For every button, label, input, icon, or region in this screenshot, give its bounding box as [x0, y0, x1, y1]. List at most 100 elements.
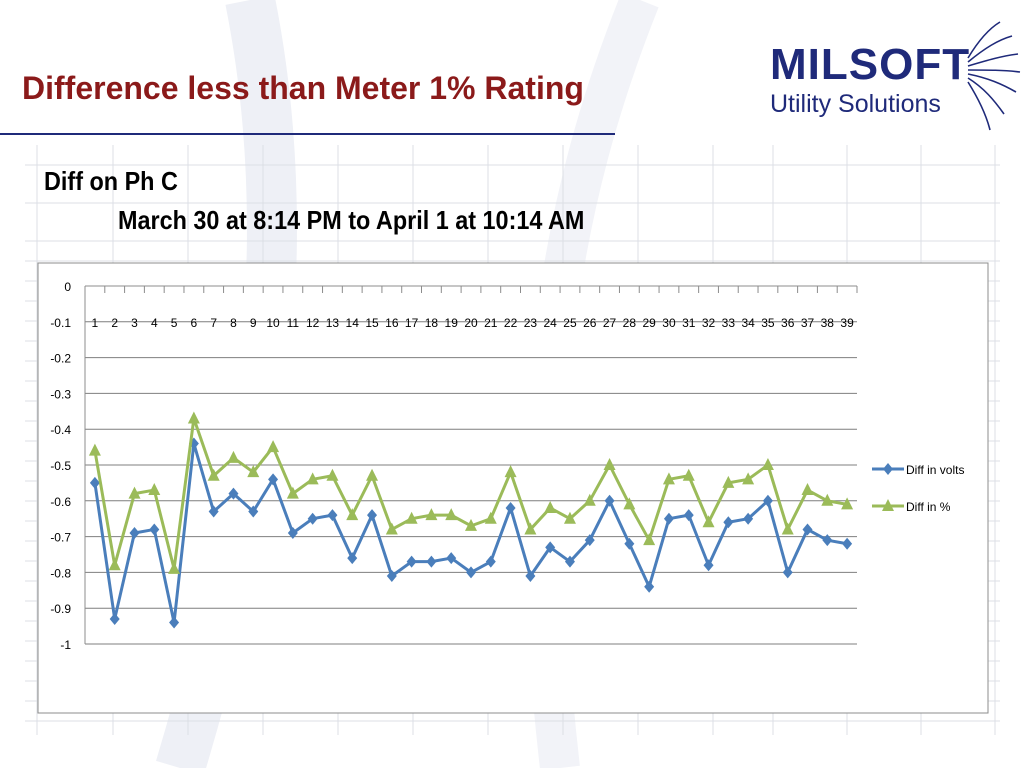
x-tick-label: 26: [583, 316, 597, 330]
x-tick-label: 32: [702, 316, 716, 330]
chart-title: Diff on Ph C: [44, 166, 178, 196]
y-tick-label: -1: [60, 638, 71, 652]
x-tick-label: 10: [266, 316, 280, 330]
data-point-volts: [723, 516, 734, 529]
x-tick-label: 31: [682, 316, 696, 330]
data-point-percent: [247, 465, 260, 478]
y-tick-label: -0.5: [50, 459, 71, 473]
x-tick-label: 33: [722, 316, 736, 330]
data-point-percent: [346, 508, 359, 521]
legend-marker-diamond: [883, 463, 893, 475]
data-point-volts: [782, 566, 793, 579]
data-point-percent: [682, 468, 695, 481]
data-point-volts: [327, 509, 338, 522]
x-tick-label: 17: [405, 316, 419, 330]
x-tick-label: 9: [250, 316, 257, 330]
data-point-volts: [169, 616, 180, 629]
data-point-percent: [801, 483, 814, 496]
y-tick-label: -0.7: [50, 531, 71, 545]
x-tick-label: 37: [801, 316, 815, 330]
y-tick-label: 0: [64, 280, 71, 294]
data-point-volts: [347, 552, 358, 565]
data-point-volts: [584, 534, 595, 547]
x-tick-label: 20: [464, 316, 478, 330]
data-point-volts: [248, 505, 259, 518]
data-point-volts: [683, 509, 694, 522]
data-point-percent: [583, 493, 596, 506]
x-tick-label: 5: [171, 316, 178, 330]
data-point-percent: [544, 500, 557, 513]
y-tick-label: -0.8: [50, 566, 71, 580]
data-point-volts: [228, 487, 239, 500]
data-point-percent: [425, 508, 438, 521]
data-point-percent: [742, 472, 755, 485]
x-tick-label: 27: [603, 316, 617, 330]
data-point-volts: [762, 494, 773, 507]
data-point-percent: [524, 522, 537, 535]
x-tick-label: 1: [92, 316, 99, 330]
slide-title: Difference less than Meter 1% Rating: [22, 70, 584, 106]
y-tick-label: -0.3: [50, 387, 71, 401]
x-tick-label: 29: [642, 316, 656, 330]
data-point-percent: [563, 511, 576, 524]
data-point-volts: [485, 555, 496, 568]
legend-label: Diff in %: [906, 500, 951, 514]
x-tick-label: 22: [504, 316, 518, 330]
data-point-volts: [446, 552, 457, 565]
data-point-volts: [89, 476, 100, 489]
x-tick-label: 23: [524, 316, 538, 330]
x-tick-label: 7: [210, 316, 217, 330]
data-point-volts: [604, 494, 615, 507]
x-tick-label: 13: [326, 316, 340, 330]
x-tick-label: 16: [385, 316, 399, 330]
data-point-volts: [367, 509, 378, 522]
data-point-volts: [406, 555, 417, 568]
x-tick-label: 4: [151, 316, 158, 330]
data-point-volts: [208, 505, 219, 518]
x-tick-label: 39: [840, 316, 854, 330]
data-point-percent: [405, 511, 418, 524]
logo-wordmark: MILSOFT: [770, 40, 971, 89]
x-tick-label: 28: [623, 316, 637, 330]
data-point-percent: [326, 468, 339, 481]
data-point-volts: [564, 555, 575, 568]
x-tick-label: 19: [445, 316, 459, 330]
data-point-percent: [207, 468, 220, 481]
data-point-volts: [109, 612, 120, 625]
data-point-volts: [644, 580, 655, 593]
x-tick-label: 2: [111, 316, 118, 330]
data-point-percent: [108, 558, 121, 571]
data-point-volts: [426, 555, 437, 568]
chart-subtitle: March 30 at 8:14 PM to April 1 at 10:14 …: [118, 205, 585, 235]
x-tick-label: 25: [563, 316, 577, 330]
x-tick-label: 35: [761, 316, 775, 330]
x-tick-label: 38: [821, 316, 835, 330]
y-tick-label: -0.9: [50, 602, 71, 616]
x-tick-label: 11: [287, 316, 300, 330]
data-point-volts: [505, 501, 516, 514]
data-point-percent: [781, 522, 794, 535]
data-point-volts: [149, 523, 160, 536]
data-point-percent: [306, 472, 319, 485]
data-point-percent: [267, 440, 280, 453]
x-tick-label: 15: [365, 316, 379, 330]
data-point-percent: [722, 475, 735, 488]
x-tick-label: 6: [191, 316, 198, 330]
x-tick-label: 21: [484, 316, 498, 330]
logo-subtitle: Utility Solutions: [770, 90, 941, 118]
data-point-percent: [168, 561, 181, 574]
chart-area: [37, 262, 989, 714]
legend-label: Diff in volts: [906, 463, 964, 477]
x-tick-label: 24: [543, 316, 557, 330]
logo-rays-icon: [967, 21, 1021, 131]
data-point-volts: [802, 523, 813, 536]
x-tick-label: 12: [306, 316, 320, 330]
y-tick-label: -0.6: [50, 495, 71, 509]
data-point-volts: [842, 537, 853, 550]
data-point-percent: [643, 533, 656, 546]
data-point-percent: [603, 458, 616, 470]
legend-marker-triangle: [882, 499, 894, 511]
data-point-volts: [624, 537, 635, 550]
y-tick-label: -0.1: [50, 316, 71, 330]
